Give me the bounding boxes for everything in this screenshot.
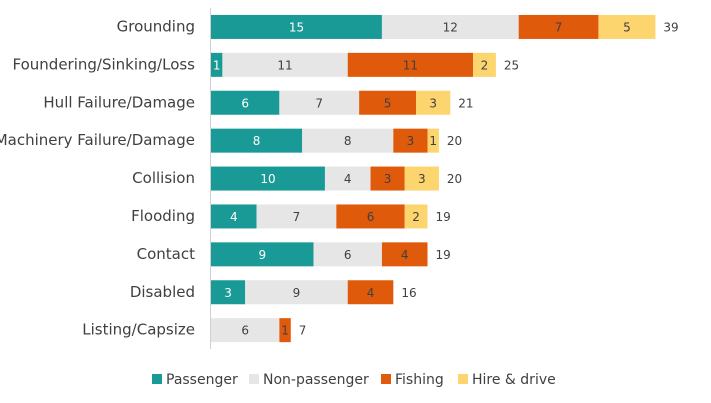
y-tick-label: Hull Failure/Damage [43, 93, 195, 111]
data-label: 9 [258, 248, 266, 262]
data-label: 11 [403, 58, 418, 72]
y-tick-label: Foundering/Sinking/Loss [13, 55, 196, 73]
data-label: 6 [367, 210, 375, 224]
data-label: 4 [367, 286, 375, 300]
legend-swatch [381, 374, 391, 384]
bar-segment [245, 280, 348, 305]
bar-segment [211, 52, 223, 77]
legend-label: Hire & drive [472, 372, 556, 388]
bar-segment [211, 242, 314, 267]
legend-label: Non-passenger [263, 372, 369, 388]
data-label: 6 [241, 96, 249, 110]
bar-segment [404, 166, 439, 191]
bar-segment [211, 128, 303, 153]
bar-segment [313, 242, 382, 267]
bar-segment [416, 90, 451, 115]
total-label: 21 [458, 96, 473, 110]
bar-segment [347, 280, 394, 305]
y-tick-label: Contact [137, 245, 195, 263]
data-label: 2 [412, 210, 420, 224]
y-tick-label: Machinery Failure/Damage [0, 131, 195, 149]
total-label: 7 [299, 324, 307, 338]
y-tick-label: Collision [132, 169, 195, 187]
bar-segment [211, 166, 325, 191]
data-label: 6 [344, 248, 352, 262]
bar-segment [222, 52, 348, 77]
bar-segment [427, 128, 439, 153]
bar-segment [359, 90, 417, 115]
bar-segment [324, 166, 371, 191]
bar-segment [256, 204, 337, 229]
total-label: 20 [447, 172, 462, 186]
data-label: 3 [384, 172, 392, 186]
data-label: 10 [260, 172, 275, 186]
data-label: 11 [277, 58, 292, 72]
y-tick-label: Disabled [130, 283, 195, 301]
bar-segment [211, 318, 280, 343]
bar-segment [598, 14, 656, 39]
y-tick-label: Grounding [117, 17, 195, 35]
y-tick-label: Listing/Capsize [82, 321, 195, 339]
total-label: 16 [401, 286, 416, 300]
legend-swatch [249, 374, 259, 384]
bar-segment [279, 318, 291, 343]
data-label: 3 [429, 96, 437, 110]
data-label: 4 [230, 210, 238, 224]
data-label: 6 [241, 324, 249, 338]
bar-segment [279, 90, 360, 115]
data-label: 12 [443, 20, 458, 34]
legend-label: Passenger [166, 372, 238, 388]
data-label: 1 [429, 134, 437, 148]
bar-segment [518, 14, 599, 39]
bar-segment [211, 90, 280, 115]
data-label: 5 [384, 96, 392, 110]
bar-segment [393, 128, 428, 153]
data-label: 4 [344, 172, 352, 186]
data-label: 7 [315, 96, 323, 110]
bar-segment [404, 204, 428, 229]
total-label: 19 [436, 210, 451, 224]
total-label: 19 [436, 248, 451, 262]
data-label: 8 [344, 134, 352, 148]
data-label: 4 [401, 248, 409, 262]
data-label: 3 [418, 172, 426, 186]
bar-segment [473, 52, 496, 77]
bar-segment [336, 204, 405, 229]
data-label: 3 [224, 286, 232, 300]
legend-swatch [458, 374, 468, 384]
total-label: 20 [447, 134, 462, 148]
legend-label: Fishing [395, 372, 444, 388]
bar-segment [211, 280, 246, 305]
data-label: 8 [253, 134, 261, 148]
data-label: 9 [293, 286, 301, 300]
data-label: 3 [407, 134, 415, 148]
data-label: 1 [281, 324, 289, 338]
data-label: 2 [481, 58, 489, 72]
bar-segment [381, 14, 519, 39]
bar-segment [211, 14, 382, 39]
bar-segment [370, 166, 405, 191]
bar-segment [347, 52, 474, 77]
bar-segment [302, 128, 394, 153]
data-label: 7 [555, 20, 563, 34]
bar-segment [381, 242, 428, 267]
bar-segment [211, 204, 257, 229]
y-tick-label: Flooding [131, 207, 195, 225]
total-label: 39 [663, 20, 678, 34]
total-label: 25 [504, 58, 519, 72]
data-label: 5 [623, 20, 631, 34]
data-label: 15 [289, 20, 304, 34]
legend-swatch [152, 374, 162, 384]
data-label: 1 [213, 58, 221, 72]
data-label: 7 [293, 210, 301, 224]
